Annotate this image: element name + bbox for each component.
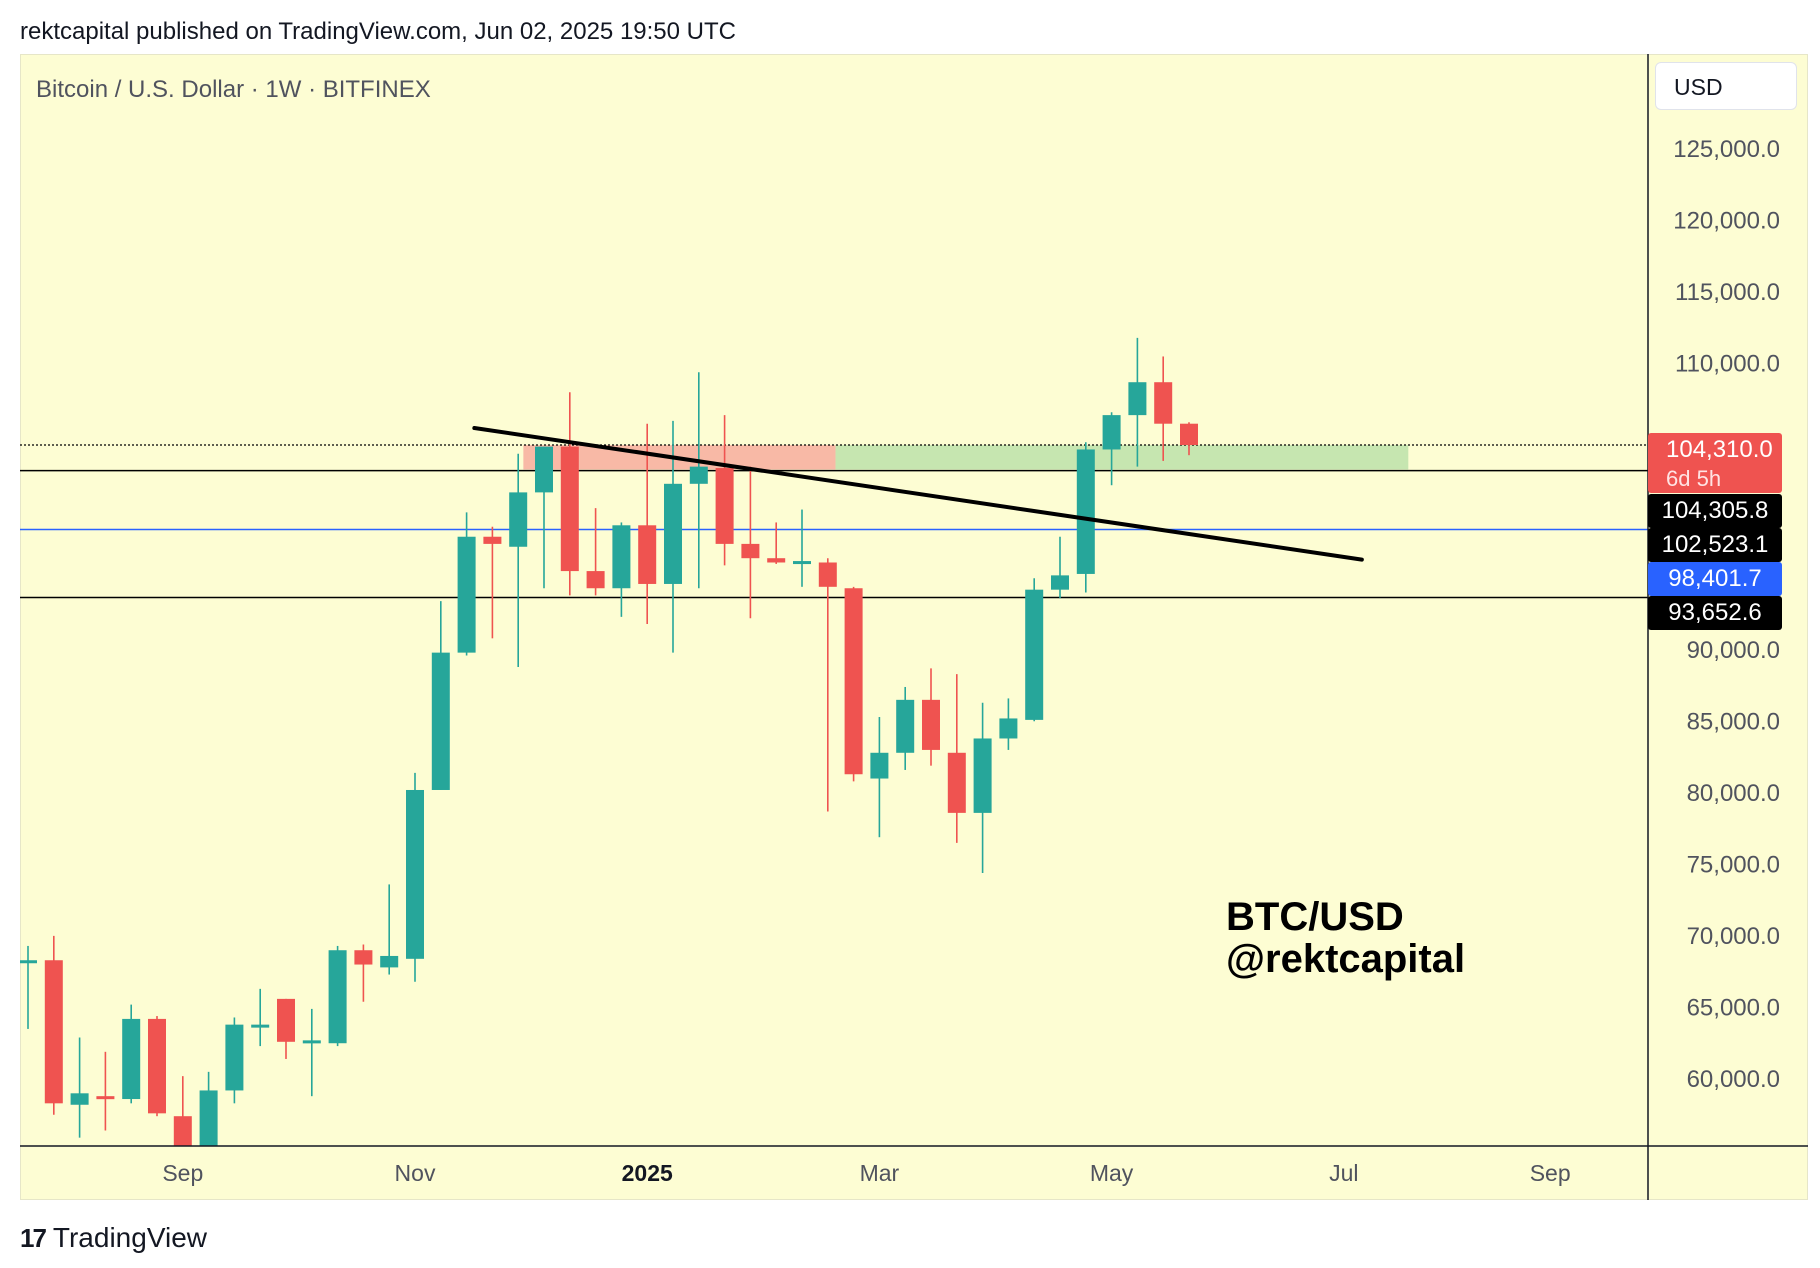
candle-body-4 bbox=[122, 1018, 141, 1100]
candle-body-7 bbox=[199, 1090, 218, 1146]
candle-body-15 bbox=[406, 789, 424, 959]
candle-body-21 bbox=[560, 446, 579, 572]
candle-body-22 bbox=[586, 571, 605, 589]
candle-body-12 bbox=[328, 950, 347, 1044]
candle-body-5 bbox=[148, 1018, 166, 1114]
price-tick-label: 80,000.0 bbox=[1687, 780, 1780, 807]
time-tick-label: 2025 bbox=[622, 1160, 673, 1186]
candle-body-24 bbox=[638, 525, 657, 584]
currency-selector[interactable]: USD bbox=[1655, 62, 1797, 110]
candle-body-1 bbox=[44, 960, 63, 1104]
countdown-label: 6d 5h bbox=[1666, 466, 1722, 491]
candle-body-45 bbox=[1180, 423, 1198, 446]
candle-body-17 bbox=[457, 536, 476, 653]
support-zone bbox=[835, 445, 1409, 470]
candle-body-11 bbox=[302, 1040, 321, 1044]
watermark-line-2: @rektcapital bbox=[1226, 937, 1466, 981]
candle-body-41 bbox=[1076, 449, 1095, 574]
price-tick-label: 90,000.0 bbox=[1687, 637, 1780, 664]
candle-body-29 bbox=[767, 558, 786, 563]
time-tick-label: Sep bbox=[1530, 1160, 1571, 1186]
candle-body-2 bbox=[70, 1093, 89, 1105]
time-tick-label: Jul bbox=[1329, 1160, 1358, 1186]
candle-body-30 bbox=[793, 561, 811, 565]
candle-body-16 bbox=[431, 652, 450, 790]
time-tick-label: Mar bbox=[860, 1160, 900, 1186]
candle-body-32 bbox=[844, 588, 863, 775]
candle-body-42 bbox=[1102, 415, 1121, 450]
candle-body-8 bbox=[225, 1024, 244, 1091]
footer-brand[interactable]: 17 TradingView bbox=[20, 1222, 207, 1254]
candle-body-34 bbox=[896, 699, 915, 753]
current-price-tag: 104,310.0 6d 5h bbox=[1648, 433, 1782, 493]
watermark-line-1: BTC/USD bbox=[1226, 895, 1404, 939]
price-tick-label: 60,000.0 bbox=[1687, 1066, 1780, 1093]
candle-body-40 bbox=[1051, 575, 1069, 590]
candle-body-10 bbox=[277, 998, 295, 1042]
trendline bbox=[472, 426, 1364, 562]
candle-body-9 bbox=[251, 1024, 270, 1028]
candle-body-3 bbox=[96, 1096, 115, 1100]
price-tick-label: 65,000.0 bbox=[1687, 994, 1780, 1021]
price-tick-label: 110,000.0 bbox=[1675, 351, 1780, 378]
candle-body-19 bbox=[509, 492, 528, 547]
symbol-title: Bitcoin / U.S. Dollar · 1W · BITFINEX bbox=[36, 76, 431, 103]
level-tag-93652: 93,652.6 bbox=[1648, 596, 1782, 630]
tradingview-logo-icon: 17 bbox=[20, 1222, 47, 1253]
candle-body-18 bbox=[483, 536, 502, 544]
price-tick-label: 85,000.0 bbox=[1687, 708, 1780, 735]
watermark: BTC/USD @rektcapital bbox=[1226, 896, 1465, 980]
price-tick-label: 70,000.0 bbox=[1687, 923, 1780, 950]
level-tag-102523: 102,523.1 bbox=[1648, 528, 1782, 562]
candle-body-23 bbox=[612, 525, 631, 589]
candle-body-36 bbox=[947, 752, 966, 813]
candle-body-38 bbox=[999, 718, 1018, 739]
candle-body-20 bbox=[535, 446, 553, 493]
candle-body-27 bbox=[715, 468, 734, 544]
candle-body-39 bbox=[1025, 589, 1044, 720]
publish-header: rektcapital published on TradingView.com… bbox=[20, 18, 736, 45]
price-tick-label: 120,000.0 bbox=[1673, 208, 1780, 235]
current-price-value: 104,310.0 bbox=[1666, 436, 1773, 463]
chart-frame bbox=[20, 54, 1808, 1200]
candle-body-28 bbox=[741, 543, 760, 559]
price-tick-label: 125,000.0 bbox=[1673, 136, 1780, 163]
candle-body-44 bbox=[1154, 382, 1173, 424]
price-tick-label: 75,000.0 bbox=[1687, 851, 1780, 878]
candle-body-43 bbox=[1128, 382, 1147, 416]
candle-body-35 bbox=[922, 699, 940, 750]
level-tag-104305: 104,305.8 bbox=[1648, 494, 1782, 528]
time-tick-label: May bbox=[1090, 1160, 1134, 1186]
candle-body-0 bbox=[20, 960, 37, 964]
candle-body-33 bbox=[870, 752, 889, 779]
price-tick-label: 115,000.0 bbox=[1675, 279, 1780, 306]
time-tick-label: Sep bbox=[162, 1160, 203, 1186]
candle-body-6 bbox=[173, 1116, 192, 1146]
candle-body-13 bbox=[354, 950, 373, 965]
candle-body-31 bbox=[818, 562, 837, 587]
time-tick-label: Nov bbox=[395, 1160, 436, 1186]
footer-brand-label: TradingView bbox=[52, 1222, 208, 1253]
candle-body-37 bbox=[973, 738, 992, 813]
candle-body-25 bbox=[664, 483, 682, 584]
level-tag-98401: 98,401.7 bbox=[1648, 562, 1782, 596]
candle-body-26 bbox=[689, 466, 708, 484]
candle-body-14 bbox=[380, 955, 399, 968]
